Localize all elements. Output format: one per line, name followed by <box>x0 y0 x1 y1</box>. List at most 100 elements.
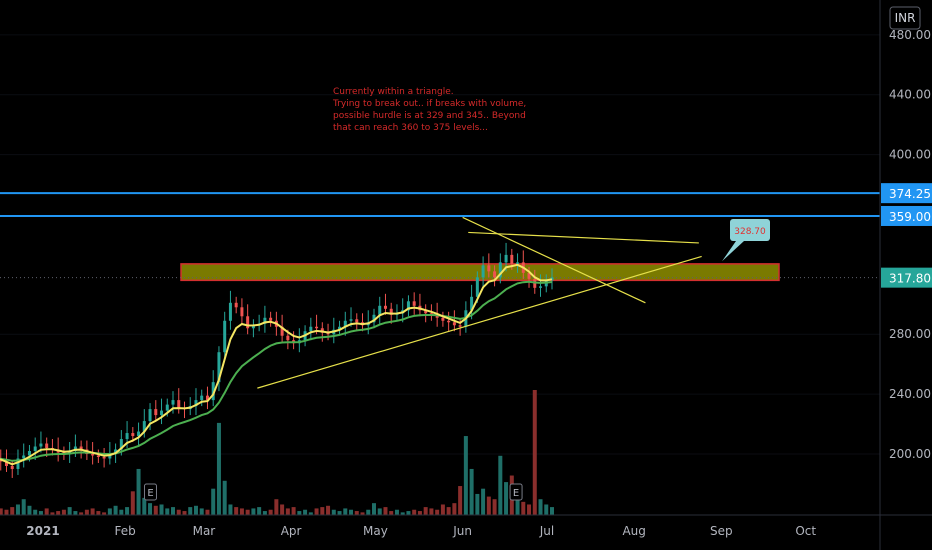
candle-body <box>315 326 319 329</box>
y-tick-label: 200.00 <box>889 447 931 461</box>
candle-body <box>424 310 428 314</box>
candle-body <box>4 461 8 466</box>
volume-bar <box>532 390 537 515</box>
candle-body <box>481 265 485 278</box>
volume-bar <box>521 501 526 515</box>
candle-body <box>223 320 227 353</box>
candle-body <box>171 400 175 405</box>
volume-bar <box>486 496 491 515</box>
candle-body <box>475 277 479 297</box>
price-badge <box>881 183 932 204</box>
currency-button[interactable]: INR <box>889 6 921 30</box>
candle-body <box>516 262 520 264</box>
candle-body <box>96 455 100 457</box>
volume-bar <box>90 508 95 515</box>
volume-bar <box>142 497 147 515</box>
candle-body <box>27 451 31 456</box>
candle-body <box>234 302 238 308</box>
volume-bar <box>423 507 428 515</box>
volume-bar <box>182 511 187 515</box>
volume-bar <box>377 508 382 515</box>
volume-bar <box>360 512 365 515</box>
volume-bar <box>446 507 451 515</box>
x-tick-label: Sep <box>710 524 733 538</box>
price-badge <box>881 205 932 226</box>
volume-bar <box>274 499 279 515</box>
volume-bar <box>435 509 440 515</box>
candle-body <box>389 308 393 315</box>
volume-bar <box>440 504 445 515</box>
volume-bar <box>21 499 26 515</box>
volume-bar <box>326 505 331 515</box>
y-tick-label: 280.00 <box>889 327 931 341</box>
candle-body <box>194 400 198 407</box>
volume-bar <box>498 455 503 515</box>
volume-bar <box>79 512 84 515</box>
candle-body <box>280 326 284 336</box>
candle-body <box>493 271 497 278</box>
volume-bar <box>417 511 422 515</box>
volume-bar <box>251 508 256 515</box>
x-tick-label: May <box>363 524 388 538</box>
annotation-line: possible hurdle is at 329 and 345.. Beyo… <box>333 111 526 121</box>
candle-body <box>240 307 244 317</box>
callout-box <box>730 219 770 241</box>
candle-body <box>79 446 83 450</box>
volume-bar <box>153 505 158 515</box>
candle-body <box>165 404 169 411</box>
candle-body <box>114 449 118 454</box>
candle-body <box>142 421 146 432</box>
candle-body <box>343 320 347 327</box>
x-tick-label: Mar <box>193 524 216 538</box>
volume-bar <box>27 505 32 515</box>
volume-bar <box>50 512 55 515</box>
volume-bar <box>107 508 112 515</box>
volume-bar <box>331 509 336 515</box>
volume-bar <box>136 468 141 515</box>
volume-bar <box>73 511 78 515</box>
candle-body <box>22 455 26 459</box>
volume-bar <box>193 505 198 515</box>
volume-bar <box>458 486 463 515</box>
volume-bar <box>297 511 302 515</box>
volume-bar <box>481 488 486 515</box>
annotation-line: Currently within a triangle. <box>333 87 454 97</box>
volume-bar <box>10 507 15 515</box>
candle-body <box>160 410 164 416</box>
candle-body <box>125 433 129 440</box>
earnings-marker: E <box>143 483 157 501</box>
candle-body <box>119 439 123 450</box>
volume-bar <box>234 507 239 515</box>
volume-bar <box>412 509 417 515</box>
candle-body <box>447 320 451 323</box>
volume-bar <box>148 503 153 515</box>
volume-bar <box>257 507 262 515</box>
x-tick-label: Oct <box>795 524 816 538</box>
time-axis[interactable]: 2021 Feb Mar Apr May Jun Jul Aug Sep Oct <box>0 514 932 538</box>
volume-bar <box>492 499 497 515</box>
earnings-marker-frame <box>509 483 523 501</box>
volume-bar <box>544 504 549 515</box>
candle-body <box>102 456 106 459</box>
price-axis[interactable]: 480.00 440.00 400.00 280.00 240.00 200.00 374… <box>879 0 932 550</box>
candle-body <box>154 409 158 416</box>
price-badge-label: 374.25 <box>889 187 931 201</box>
volume-bar <box>538 499 543 515</box>
price-badge-label: 317.80 <box>889 272 931 286</box>
volume-bar <box>67 507 72 515</box>
candle-body <box>383 305 387 309</box>
volume-bar <box>84 509 89 515</box>
candle-body <box>131 433 135 437</box>
candle-body <box>68 451 72 454</box>
candle-body <box>504 254 508 263</box>
candle-body <box>470 296 474 311</box>
volume-bar <box>130 491 135 515</box>
x-tick-label: Apr <box>281 524 302 538</box>
volume-bar <box>0 508 3 515</box>
volume-bar <box>389 511 394 515</box>
earnings-marker: E <box>509 483 523 501</box>
volume-bar <box>199 508 204 515</box>
candle-body <box>200 395 204 401</box>
